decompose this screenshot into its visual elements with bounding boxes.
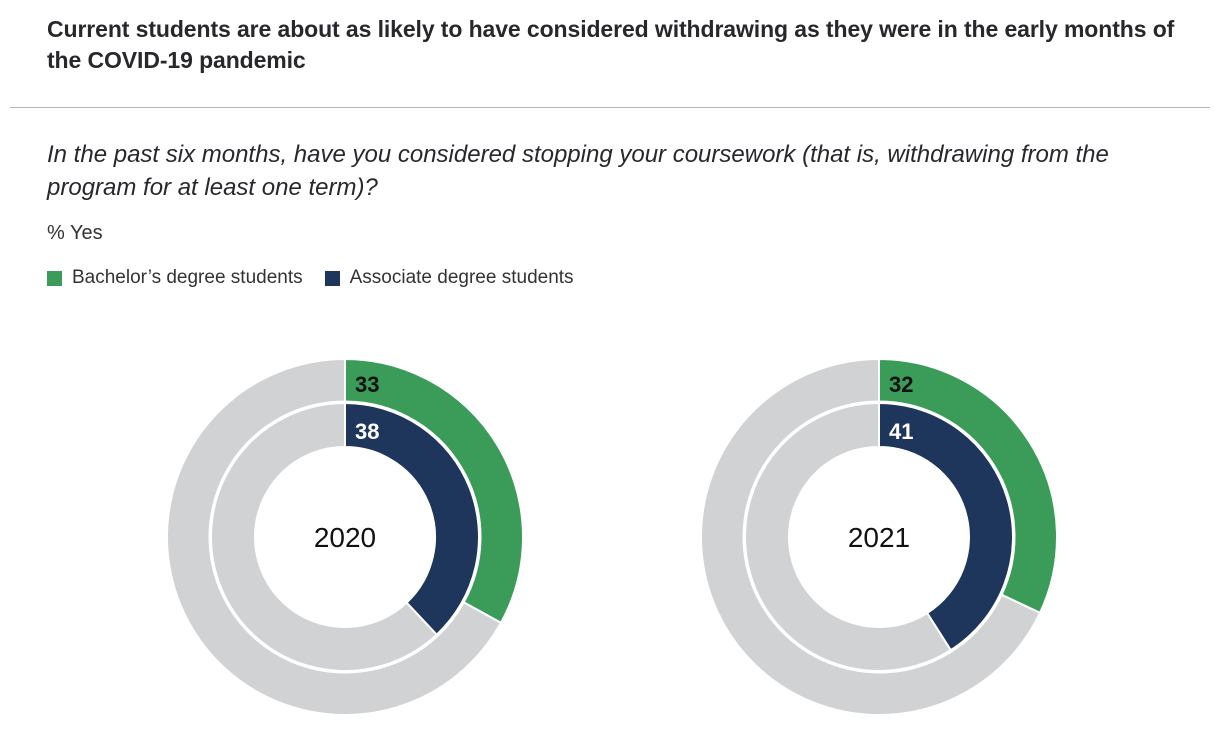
center-year-label: 2020 (314, 522, 376, 553)
legend-swatch-bachelor (47, 270, 62, 286)
legend: Bachelor’s degree students Associate deg… (47, 267, 596, 289)
slice-bachelor-2021 (878, 357, 1058, 615)
legend-item-associate: Associate degree students (324, 267, 574, 289)
title-divider (10, 107, 1210, 108)
slice-bachelor-remainder-2021 (700, 357, 1042, 716)
slice-bachelor-remainder-2020 (166, 357, 503, 716)
legend-swatch-associate (324, 270, 340, 286)
data-label-bachelor-2021: 32 (889, 372, 913, 397)
legend-label-bachelor: Bachelor’s degree students (72, 267, 303, 288)
survey-question: In the past six months, have you conside… (47, 141, 1109, 201)
slice-associate-2020 (344, 401, 480, 637)
unit-label: % Yes (47, 222, 103, 244)
slice-associate-remainder-2020 (210, 401, 439, 672)
slice-bachelor-2020 (344, 357, 524, 625)
legend-item-bachelor: Bachelor’s degree students (47, 267, 303, 289)
slice-associate-2021 (878, 401, 1014, 652)
data-label-associate-2021: 41 (889, 419, 913, 444)
data-label-bachelor-2020: 33 (355, 372, 379, 397)
data-label-associate-2020: 38 (355, 419, 379, 444)
chart-title: Current students are about as likely to … (47, 16, 1175, 73)
slice-associate-remainder-2021 (744, 401, 953, 672)
center-year-label: 2021 (848, 522, 910, 553)
donut-chart-2021: 32 41 2021 (700, 357, 1058, 716)
donut-chart-2020: 33 38 2020 (166, 357, 524, 716)
legend-label-associate: Associate degree students (349, 267, 574, 288)
